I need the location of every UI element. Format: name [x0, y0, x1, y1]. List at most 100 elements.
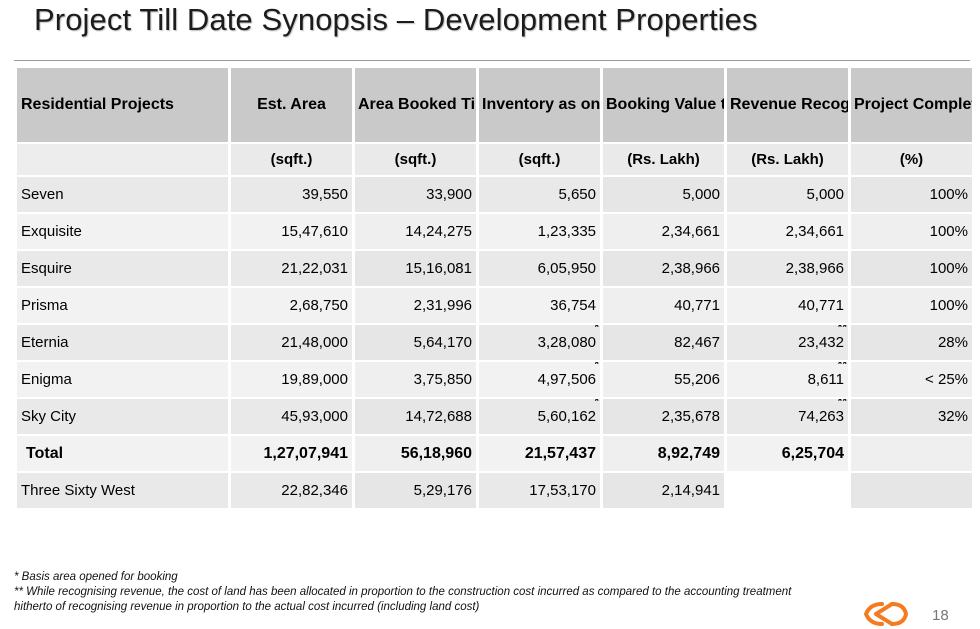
project-name: Esquire — [17, 251, 228, 286]
area-booked-cell: 5,64,170 — [355, 325, 476, 360]
unit-cell: (sqft.) — [355, 144, 476, 175]
area-booked-cell: 14,72,688 — [355, 399, 476, 434]
est-area-cell: 19,89,000 — [231, 362, 352, 397]
header-row: Residential Projects Est. Area Area Book… — [17, 68, 972, 142]
project-name: Prisma — [17, 288, 228, 323]
unit-cell: (Rs. Lakh) — [727, 144, 848, 175]
unit-cell — [17, 144, 228, 175]
col-header-booking-value: Booking Value till Date — [603, 68, 724, 142]
area-booked-cell: 15,16,081 — [355, 251, 476, 286]
col-header-est-area: Est. Area — [231, 68, 352, 142]
revenue-cell: 8,611 ** — [727, 362, 848, 397]
revenue-value: 8,611 — [807, 371, 844, 388]
est-area-cell: 1,27,07,941 — [231, 436, 352, 471]
area-booked-cell: 33,900 — [355, 177, 476, 212]
revenue-cell: 74,263 ** — [727, 399, 848, 434]
est-area-cell: 2,68,750 — [231, 288, 352, 323]
col-header-project: Residential Projects — [17, 68, 228, 142]
company-logo-icon — [863, 602, 909, 626]
completion-cell — [851, 436, 972, 471]
unit-cell: (Rs. Lakh) — [603, 144, 724, 175]
unit-cell: (sqft.) — [231, 144, 352, 175]
inventory-value: 4,97,506 — [537, 371, 596, 388]
table-row: Sky City 45,93,000 14,72,688 5,60,162 * 2… — [17, 399, 972, 434]
footnote-marker: ** — [837, 362, 847, 371]
table-row: Eternia 21,48,000 5,64,170 3,28,080 * 82,… — [17, 325, 972, 360]
est-area-cell: 45,93,000 — [231, 399, 352, 434]
inventory-cell: 4,97,506 * — [479, 362, 600, 397]
footnote-marker: ** — [837, 399, 847, 408]
table-row: Esquire 21,22,031 15,16,081 6,05,950 2,3… — [17, 251, 972, 286]
completion-cell — [851, 473, 972, 508]
booking-value-cell: 55,206 — [603, 362, 724, 397]
est-area-cell: 21,22,031 — [231, 251, 352, 286]
booking-value-cell: 8,92,749 — [603, 436, 724, 471]
revenue-cell: 40,771 — [727, 288, 848, 323]
footnote-marker: * — [594, 325, 599, 334]
synopsis-table: Residential Projects Est. Area Area Book… — [14, 66, 975, 510]
completion-cell: 100% — [851, 288, 972, 323]
table-row: Seven 39,550 33,900 5,650 5,000 5,000 10… — [17, 177, 972, 212]
footnote-marker: * — [594, 399, 599, 408]
table-row: Enigma 19,89,000 3,75,850 4,97,506 * 55,2… — [17, 362, 972, 397]
footnote-basis-area: * Basis area opened for booking — [14, 571, 178, 583]
project-name: Three Sixty West — [17, 473, 228, 508]
inventory-cell: 5,60,162 * — [479, 399, 600, 434]
footnotes: * Basis area opened for booking ** While… — [14, 570, 814, 615]
table-row: Exquisite 15,47,610 14,24,275 1,23,335 2… — [17, 214, 972, 249]
table-row: Prisma 2,68,750 2,31,996 36,754 40,771 4… — [17, 288, 972, 323]
booking-value-cell: 5,000 — [603, 177, 724, 212]
project-name: Exquisite — [17, 214, 228, 249]
completion-cell: 28% — [851, 325, 972, 360]
table-row: Three Sixty West 22,82,346 5,29,176 17,5… — [17, 473, 972, 508]
page-number: 18 — [932, 607, 949, 624]
total-row: Total 1,27,07,941 56,18,960 21,57,437 8,… — [17, 436, 972, 471]
completion-cell: < 25% — [851, 362, 972, 397]
completion-cell: 100% — [851, 214, 972, 249]
revenue-cell: 5,000 — [727, 177, 848, 212]
est-area-cell: 22,82,346 — [231, 473, 352, 508]
completion-cell: 100% — [851, 251, 972, 286]
area-booked-cell: 3,75,850 — [355, 362, 476, 397]
col-header-completion: Project Completion — [851, 68, 972, 142]
project-name: Eternia — [17, 325, 228, 360]
inventory-cell: 6,05,950 — [479, 251, 600, 286]
revenue-cell — [727, 473, 848, 508]
inventory-cell: 5,650 — [479, 177, 600, 212]
revenue-cell: 2,38,966 — [727, 251, 848, 286]
est-area-cell: 21,48,000 — [231, 325, 352, 360]
col-header-area-booked: Area Booked Till Date — [355, 68, 476, 142]
area-booked-cell: 56,18,960 — [355, 436, 476, 471]
inventory-cell: 17,53,170 — [479, 473, 600, 508]
revenue-cell: 6,25,704 — [727, 436, 848, 471]
inventory-value: 5,60,162 — [537, 408, 596, 425]
completion-cell: 32% — [851, 399, 972, 434]
inventory-cell: 21,57,437 — [479, 436, 600, 471]
inventory-value: 3,28,080 — [537, 334, 596, 351]
booking-value-cell: 2,35,678 — [603, 399, 724, 434]
est-area-cell: 15,47,610 — [231, 214, 352, 249]
inventory-cell: 1,23,335 — [479, 214, 600, 249]
project-name: Sky City — [17, 399, 228, 434]
booking-value-cell: 2,14,941 — [603, 473, 724, 508]
unit-cell: (sqft.) — [479, 144, 600, 175]
area-booked-cell: 2,31,996 — [355, 288, 476, 323]
area-booked-cell: 14,24,275 — [355, 214, 476, 249]
footnote-revenue-recognition: ** While recognising revenue, the cost o… — [14, 586, 792, 613]
inventory-cell: 3,28,080 * — [479, 325, 600, 360]
page-title: Project Till Date Synopsis – Development… — [34, 2, 758, 37]
footnote-marker: ** — [837, 325, 847, 334]
project-name: Seven — [17, 177, 228, 212]
est-area-cell: 39,550 — [231, 177, 352, 212]
booking-value-cell: 40,771 — [603, 288, 724, 323]
title-divider — [14, 60, 970, 61]
revenue-value: 74,263 — [798, 408, 844, 425]
inventory-cell: 36,754 — [479, 288, 600, 323]
completion-cell: 100% — [851, 177, 972, 212]
booking-value-cell: 2,34,661 — [603, 214, 724, 249]
total-label: Total — [17, 436, 228, 471]
footnote-marker: * — [594, 362, 599, 371]
col-header-revenue: Revenue Recognised till Date — [727, 68, 848, 142]
area-booked-cell: 5,29,176 — [355, 473, 476, 508]
booking-value-cell: 2,38,966 — [603, 251, 724, 286]
